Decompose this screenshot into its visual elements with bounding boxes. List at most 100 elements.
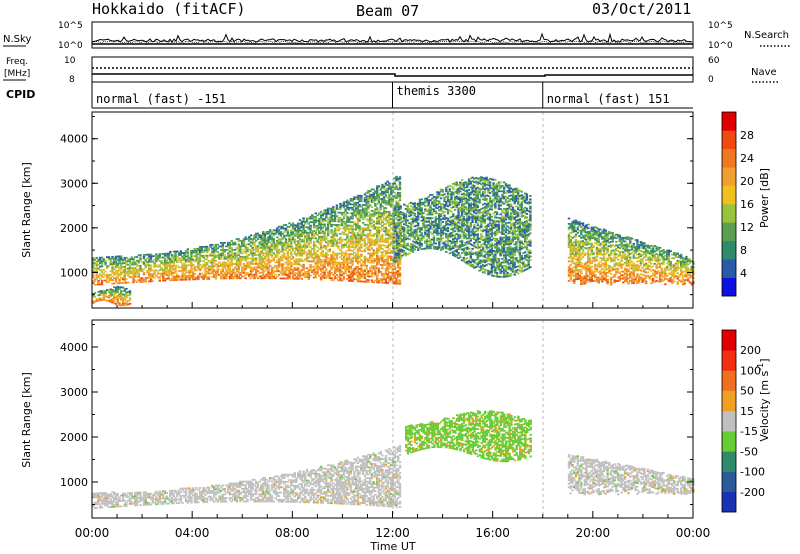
echo-cell (297, 235, 300, 237)
echo-cell (360, 275, 363, 277)
echo-cell (253, 257, 256, 260)
echo-cell (388, 193, 391, 195)
echo-cell (260, 250, 263, 253)
echo-cell (351, 253, 354, 256)
echo-cell (349, 253, 353, 256)
echo-cell (242, 272, 246, 274)
echo-cell (488, 236, 492, 239)
echo-cell (374, 272, 377, 275)
echo-cell (379, 226, 382, 229)
echo-cell (358, 275, 361, 277)
echo-cell (397, 231, 401, 234)
echo-cell (272, 229, 275, 232)
echo-cell (328, 271, 331, 274)
echo-cell (455, 249, 458, 251)
echo-cell (107, 289, 111, 292)
echo-cell (260, 252, 263, 255)
echo-cell (361, 264, 365, 267)
echo-cell (186, 276, 190, 279)
echo-cell (149, 259, 153, 261)
echo-cell (388, 187, 391, 190)
echo-cell (120, 266, 123, 268)
echo-cell (434, 228, 437, 231)
echo-cell (464, 229, 467, 232)
echo-cell (218, 256, 221, 259)
echo-cell (434, 205, 437, 207)
echo-cell (480, 235, 483, 237)
echo-cell (335, 266, 339, 269)
echo-cell (318, 241, 321, 243)
echo-cell (481, 258, 485, 261)
echo-cell (363, 243, 367, 246)
echo-cell (386, 200, 389, 202)
echo-cell (286, 263, 289, 266)
echo-cell (392, 226, 395, 228)
echo-cell (237, 238, 240, 240)
echo-cell (351, 276, 354, 279)
echo-cell (332, 218, 335, 221)
echo-cell (183, 264, 186, 267)
echo-cell (490, 258, 494, 261)
echo-cell (132, 268, 135, 271)
echo-cell (354, 258, 358, 261)
echo-cell (195, 278, 198, 281)
echo-cell (481, 271, 485, 274)
freq-tick-bottom: 8 (69, 75, 75, 85)
echo-cell (448, 200, 451, 203)
echo-cell (314, 226, 317, 229)
echo-cell (410, 205, 413, 208)
echo-cell (466, 189, 469, 192)
echo-cell (459, 188, 462, 191)
echo-cell (302, 240, 305, 243)
echo-cell (390, 271, 393, 274)
echo-cell (137, 268, 140, 271)
echo-cell (339, 277, 342, 280)
echo-cell (460, 248, 464, 251)
echo-cell (397, 179, 400, 182)
echo-cell (462, 189, 465, 191)
echo-cell (314, 271, 317, 274)
echo-cell (353, 237, 356, 240)
echo-cell (223, 272, 226, 274)
echo-cell (113, 263, 116, 265)
echo-cell (429, 218, 432, 221)
echo-cell (481, 216, 485, 218)
echo-cell (420, 226, 423, 229)
echo-cell (434, 201, 437, 204)
echo-cell (483, 254, 487, 257)
echo-cell (116, 300, 119, 302)
echo-cell (118, 255, 121, 258)
echo-cell (436, 217, 439, 220)
echo-cell (410, 250, 413, 252)
echo-cell (474, 226, 478, 229)
echo-cell (332, 206, 335, 208)
echo-cell (483, 261, 487, 264)
echo-cell (397, 215, 401, 218)
echo-cell (267, 275, 270, 278)
echo-cell (195, 276, 198, 279)
echo-cell (401, 213, 404, 216)
echo-cell (316, 241, 319, 243)
nsky-tick-top-right: 10^5 (708, 21, 733, 31)
echo-cell (246, 266, 249, 269)
echo-cell (318, 260, 321, 263)
echo-cell (441, 217, 444, 220)
echo-cell (220, 242, 223, 244)
echo-cell (221, 254, 225, 257)
echo-cell (116, 262, 119, 265)
echo-cell (221, 250, 225, 253)
echo-cell (388, 218, 391, 220)
echo-cell (165, 268, 168, 271)
echo-cell (265, 275, 268, 278)
echo-cell (459, 183, 462, 186)
echo-cell (494, 223, 497, 226)
echo-cell (237, 272, 240, 274)
echo-cell (263, 257, 267, 260)
echo-cell (408, 229, 411, 232)
echo-cell (270, 236, 274, 239)
echo-cell (457, 244, 460, 247)
echo-cell (379, 271, 382, 273)
echo-cell (365, 229, 368, 231)
echo-cell (418, 211, 422, 214)
echo-cell (478, 262, 481, 265)
